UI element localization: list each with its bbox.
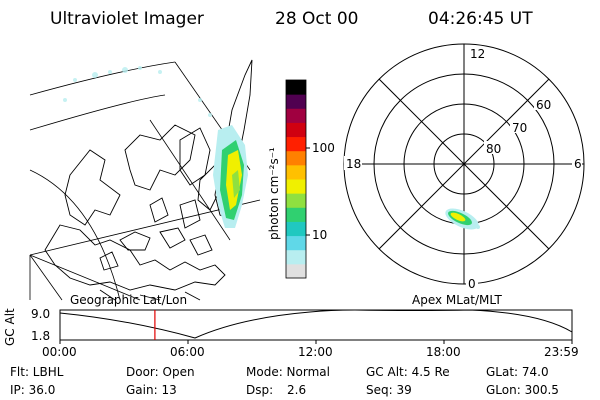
dsp-value: 2.6	[287, 383, 306, 397]
colorbar-tick-100: 100	[312, 141, 335, 155]
geographic-map	[29, 59, 261, 301]
colorbar-cell	[286, 221, 306, 237]
altitude-curve	[59, 309, 573, 339]
mlat-70-label: 70	[512, 121, 527, 135]
gain-info: Gain: 13	[126, 383, 177, 397]
colorbar-unit-label: photon cm⁻²s⁻¹	[267, 147, 281, 240]
colorbar-cell	[286, 136, 306, 152]
gc-alt-axis-label: GC Alt	[3, 308, 17, 346]
colorbar-tick-10: 10	[312, 228, 327, 242]
glon-info: GLon: 300.5	[486, 383, 559, 397]
colorbar-cell	[286, 235, 306, 251]
time-tick-6: 06:00	[170, 345, 205, 359]
date-label: 28 Oct 00	[275, 9, 358, 29]
glat-info: GLat: 74.0	[486, 365, 549, 379]
time-tick-18: 18:00	[426, 345, 461, 359]
altitude-frame	[59, 309, 573, 341]
mlt-18-label: 18	[346, 157, 361, 171]
mlat-80-label: 80	[486, 142, 501, 156]
mode-info: Mode: Normal	[246, 365, 330, 379]
gc-alt-min-label: 1.8	[31, 329, 50, 343]
time-tick-24: 23:59	[544, 345, 579, 359]
instrument-title: Ultraviolet Imager	[50, 9, 204, 29]
colorbar-cells	[286, 80, 306, 279]
dsp-label: Dsp:	[246, 383, 273, 397]
time-tick-12: 12:00	[298, 345, 333, 359]
gc-alt-max-label: 9.0	[31, 307, 50, 321]
altitude-strip: GC Alt 9.0 1.8 00:00 06:00 12:00 18:00 2…	[3, 307, 579, 359]
colorbar-cell	[286, 249, 306, 265]
geographic-label: Geographic Lat/Lon	[70, 293, 187, 307]
filter-info: Flt: LBHL	[10, 365, 64, 379]
gc-alt-info: GC Alt: 4.5 Re	[366, 365, 450, 379]
info-panel: Flt: LBHL Door: Open Mode: Normal GC Alt…	[10, 365, 559, 397]
colorbar: 100 10 photon cm⁻²s⁻¹	[267, 79, 335, 279]
colorbar-cell	[286, 193, 306, 208]
time-tick-0: 00:00	[42, 345, 77, 359]
colorbar-cell	[286, 150, 306, 166]
polar-plot: 12 18 6 0 60 70 80	[343, 43, 585, 291]
colorbar-cell	[286, 207, 306, 222]
colorbar-cell	[286, 263, 306, 279]
map-aurora	[63, 66, 248, 228]
colorbar-cell	[286, 179, 306, 194]
mlt-6-label: 6	[574, 157, 582, 171]
door-info: Door: Open	[126, 365, 195, 379]
ip-info: IP: 36.0	[10, 383, 55, 397]
colorbar-cell	[286, 122, 306, 138]
time-label: 04:26:45 UT	[428, 9, 533, 29]
apex-label: Apex MLat/MLT	[412, 293, 502, 307]
mlt-12-label: 12	[470, 47, 485, 61]
colorbar-cell	[286, 108, 306, 123]
mlat-60-label: 60	[536, 98, 551, 112]
seq-info: Seq: 39	[366, 383, 412, 397]
polar-diag-2	[378, 78, 550, 250]
colorbar-cell	[286, 80, 306, 95]
polar-aurora	[445, 208, 480, 230]
colorbar-cell	[286, 164, 306, 180]
colorbar-cell	[286, 94, 306, 109]
mlt-0-label: 0	[468, 277, 476, 291]
